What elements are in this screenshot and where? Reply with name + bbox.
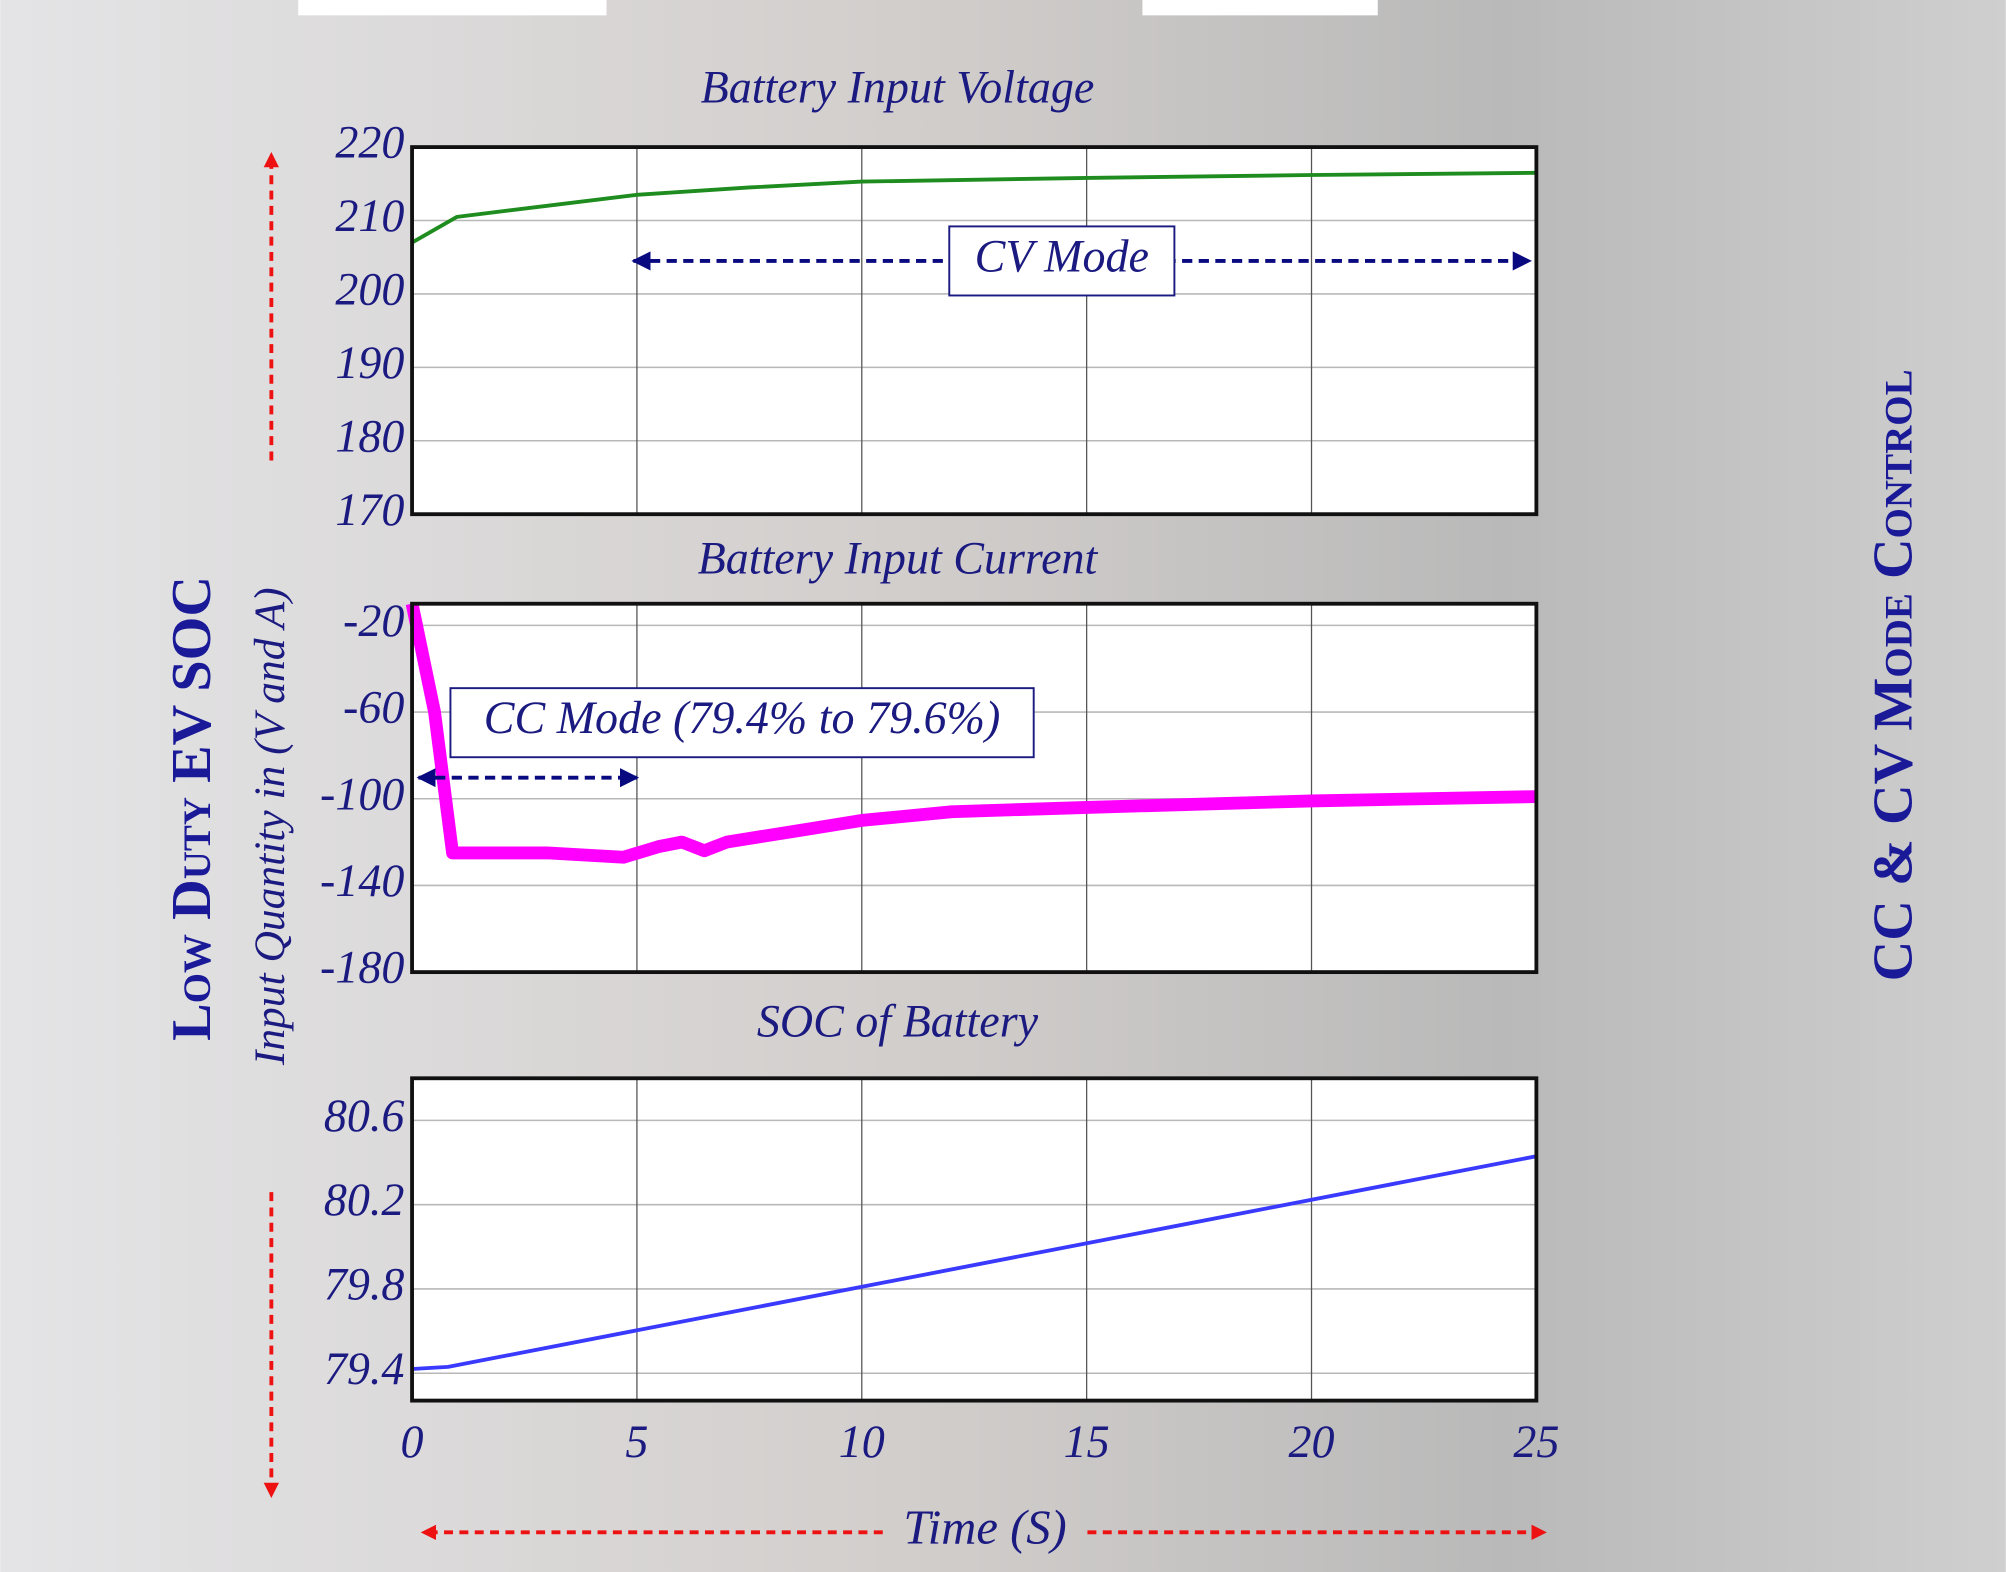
white-box — [298, 0, 606, 15]
y-tick-label: 170 — [335, 484, 404, 535]
y-tick-label: 220 — [335, 117, 404, 168]
x-axis-label: Time (S) — [903, 1501, 1066, 1555]
white-box — [1142, 0, 1377, 15]
x-tick-label: 25 — [1513, 1416, 1559, 1467]
y-tick-label: 80.2 — [324, 1174, 405, 1225]
x-tick-label: 20 — [1289, 1416, 1335, 1467]
right-label: CC & CV Mode Control — [1862, 369, 1924, 981]
plot-area — [412, 1078, 1536, 1400]
y-tick-label: -180 — [320, 942, 404, 993]
x-tick-label: 0 — [401, 1416, 424, 1467]
plot-title: Battery Input Voltage — [701, 62, 1095, 113]
y-tick-label: 79.4 — [324, 1343, 405, 1394]
plot-area — [412, 604, 1536, 972]
y-tick-label: -100 — [320, 768, 404, 819]
y-tick-label: 180 — [335, 410, 404, 461]
y-tick-label: -140 — [320, 855, 404, 906]
y-tick-label: -20 — [343, 595, 404, 646]
y-tick-label: 190 — [335, 337, 404, 388]
x-tick-label: 10 — [839, 1416, 885, 1467]
y-tick-label: 210 — [335, 190, 404, 241]
annotation: CV Mode — [975, 230, 1149, 281]
x-tick-label: 5 — [625, 1416, 648, 1467]
y-tick-label: 200 — [335, 263, 404, 314]
x-tick-label: 15 — [1064, 1416, 1110, 1467]
y-tick-label: 79.8 — [324, 1259, 405, 1310]
plots: Battery Input Voltage170180190200210220C… — [320, 62, 1559, 1468]
annotation: CC Mode (79.4% to 79.6%) — [484, 692, 1001, 743]
left-label: Low Duty EV SOC — [161, 576, 223, 1041]
plot-title: SOC of Battery — [757, 995, 1039, 1046]
y-tick-label: -60 — [343, 682, 404, 733]
plot-title: Battery Input Current — [698, 532, 1099, 583]
y-axis-label: Input Quantity in (V and A) — [246, 587, 294, 1066]
y-tick-label: 80.6 — [324, 1090, 405, 1141]
chart: Low Duty EV SOC CC & CV Mode Control Inp… — [0, 0, 2006, 1572]
